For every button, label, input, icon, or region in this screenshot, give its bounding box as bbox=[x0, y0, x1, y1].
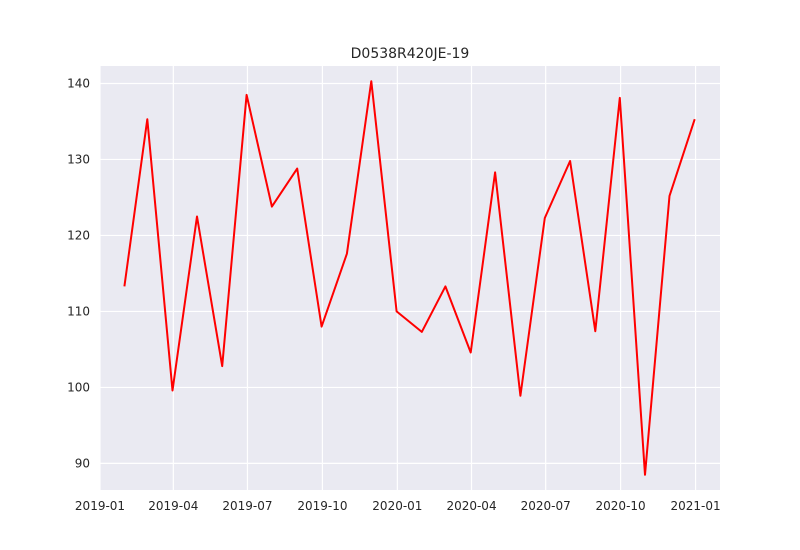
grid-lines bbox=[99, 66, 720, 490]
x-tick-label: 2019-04 bbox=[148, 499, 198, 513]
x-tick-label: 2020-04 bbox=[446, 499, 496, 513]
x-tick-label: 2019-07 bbox=[222, 499, 272, 513]
x-tick-label: 2020-01 bbox=[372, 499, 422, 513]
y-tick-label: 140 bbox=[67, 76, 90, 90]
y-tick-label: 110 bbox=[67, 304, 90, 318]
x-tick-label: 2019-10 bbox=[297, 499, 347, 513]
x-tick-label: 2019-01 bbox=[75, 499, 125, 513]
y-tick-label: 90 bbox=[75, 456, 90, 470]
y-tick-labels: 90 100 110 120 130 140 bbox=[67, 76, 90, 470]
x-tick-label: 2020-10 bbox=[596, 499, 646, 513]
y-tick-label: 100 bbox=[67, 380, 90, 394]
y-tick-label: 130 bbox=[67, 152, 90, 166]
x-tick-label: 2020-07 bbox=[521, 499, 571, 513]
plot-area bbox=[100, 66, 720, 490]
x-tick-label: 2021-01 bbox=[670, 499, 720, 513]
chart-title: D0538R420JE-19 bbox=[351, 46, 470, 62]
y-tick-label: 120 bbox=[67, 228, 90, 242]
series-layer bbox=[123, 80, 696, 476]
series-line bbox=[123, 80, 696, 476]
x-tick-labels: 2019-01 2019-04 2019-07 2019-10 2020-01 2020-… bbox=[75, 499, 721, 513]
